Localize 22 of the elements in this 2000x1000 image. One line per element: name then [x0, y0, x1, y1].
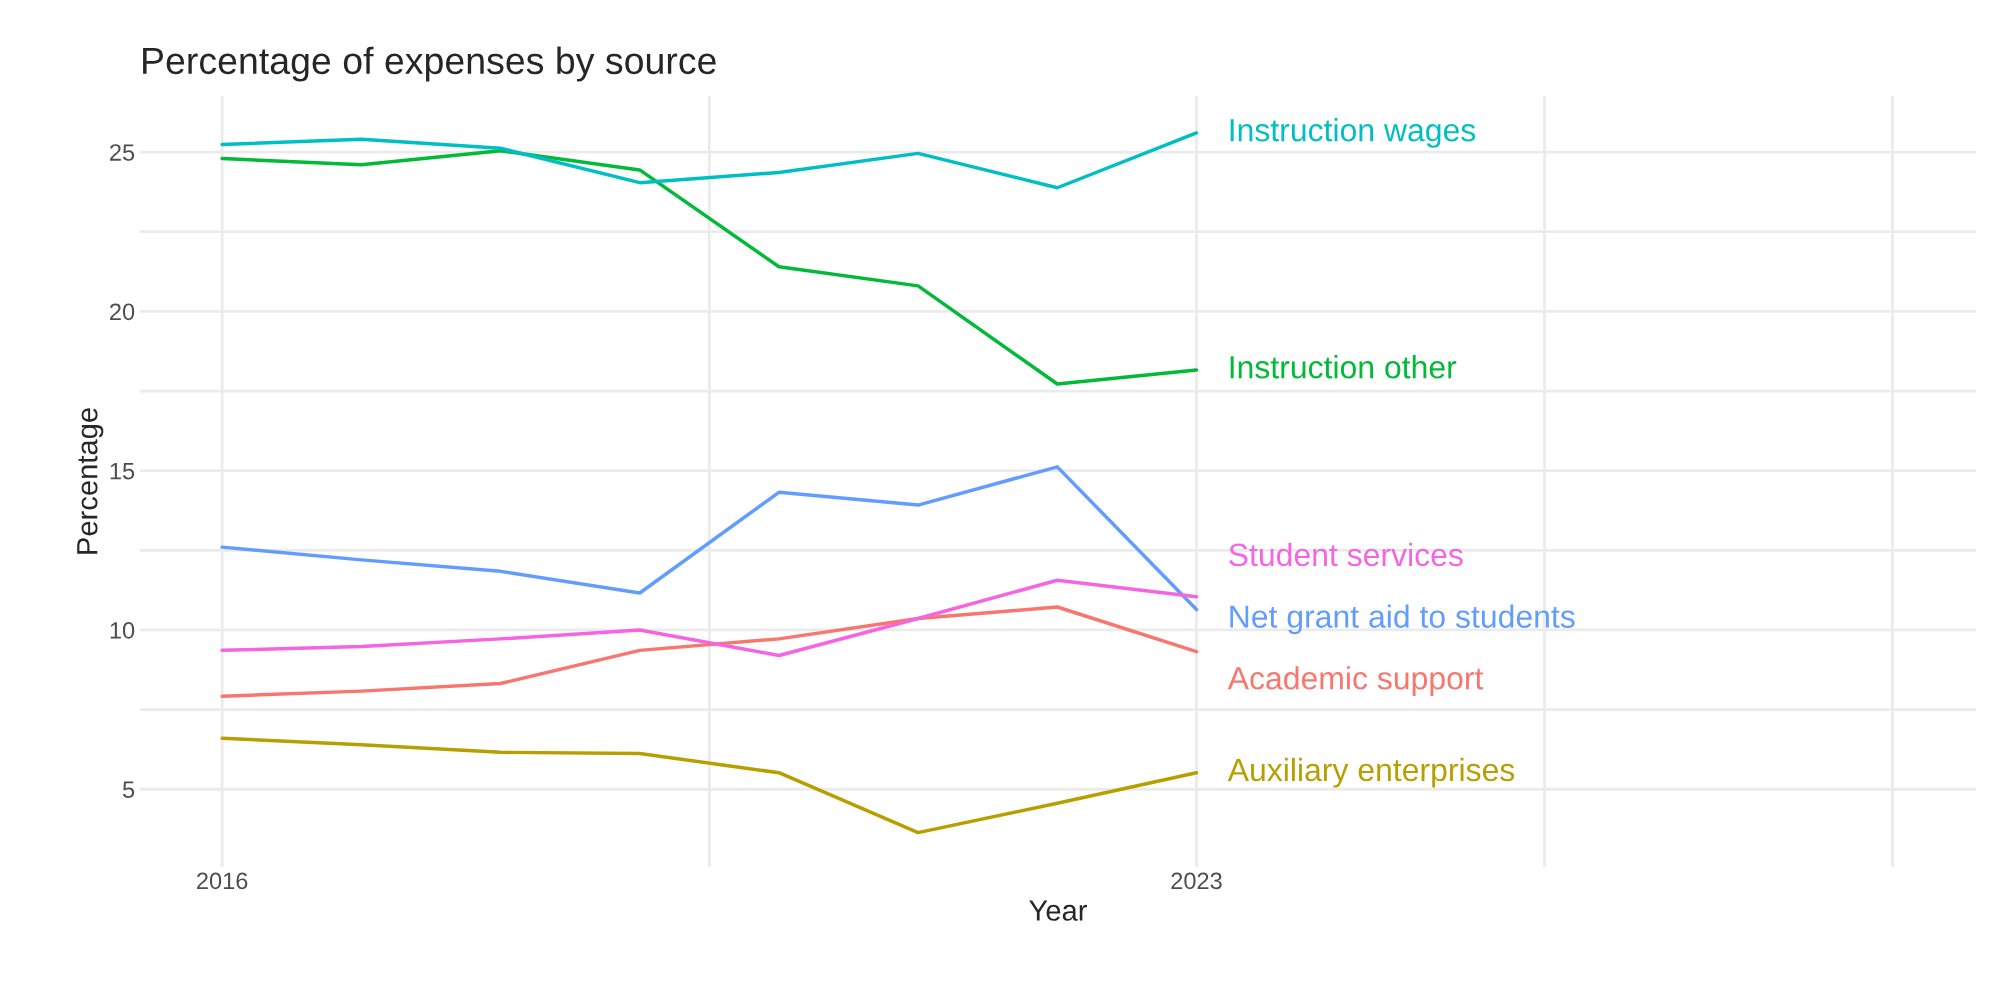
- chart-title: Percentage of expenses by source: [143, 46, 716, 82]
- y-axis-title: Percentage: [77, 408, 104, 554]
- series-label: Student services: [1229, 542, 1463, 567]
- series-label: Auxiliary enterprises: [1227, 757, 1515, 788]
- y-tick-label: 5: [122, 781, 135, 799]
- series-label: Instruction other: [1230, 355, 1457, 379]
- y-tick-label: 20: [110, 303, 135, 321]
- y-tick-label: 10: [110, 622, 135, 639]
- line-series: [220, 736, 1199, 835]
- line-series: [220, 578, 1199, 658]
- line-series: [220, 149, 1199, 386]
- series-label: Academic support: [1227, 666, 1484, 696]
- series-label: Instruction wages: [1230, 118, 1476, 148]
- line-series: [220, 605, 1199, 698]
- x-axis-title: Year: [1029, 900, 1087, 921]
- x-tick-label: 2016: [197, 872, 248, 890]
- y-tick-label: 25: [110, 144, 135, 161]
- y-tick-label: 15: [110, 462, 135, 480]
- series-label: Net grant aid to students: [1230, 604, 1575, 635]
- x-tick-label: 2023: [1171, 872, 1222, 890]
- line-series: [220, 131, 1199, 190]
- line-series: [220, 465, 1199, 612]
